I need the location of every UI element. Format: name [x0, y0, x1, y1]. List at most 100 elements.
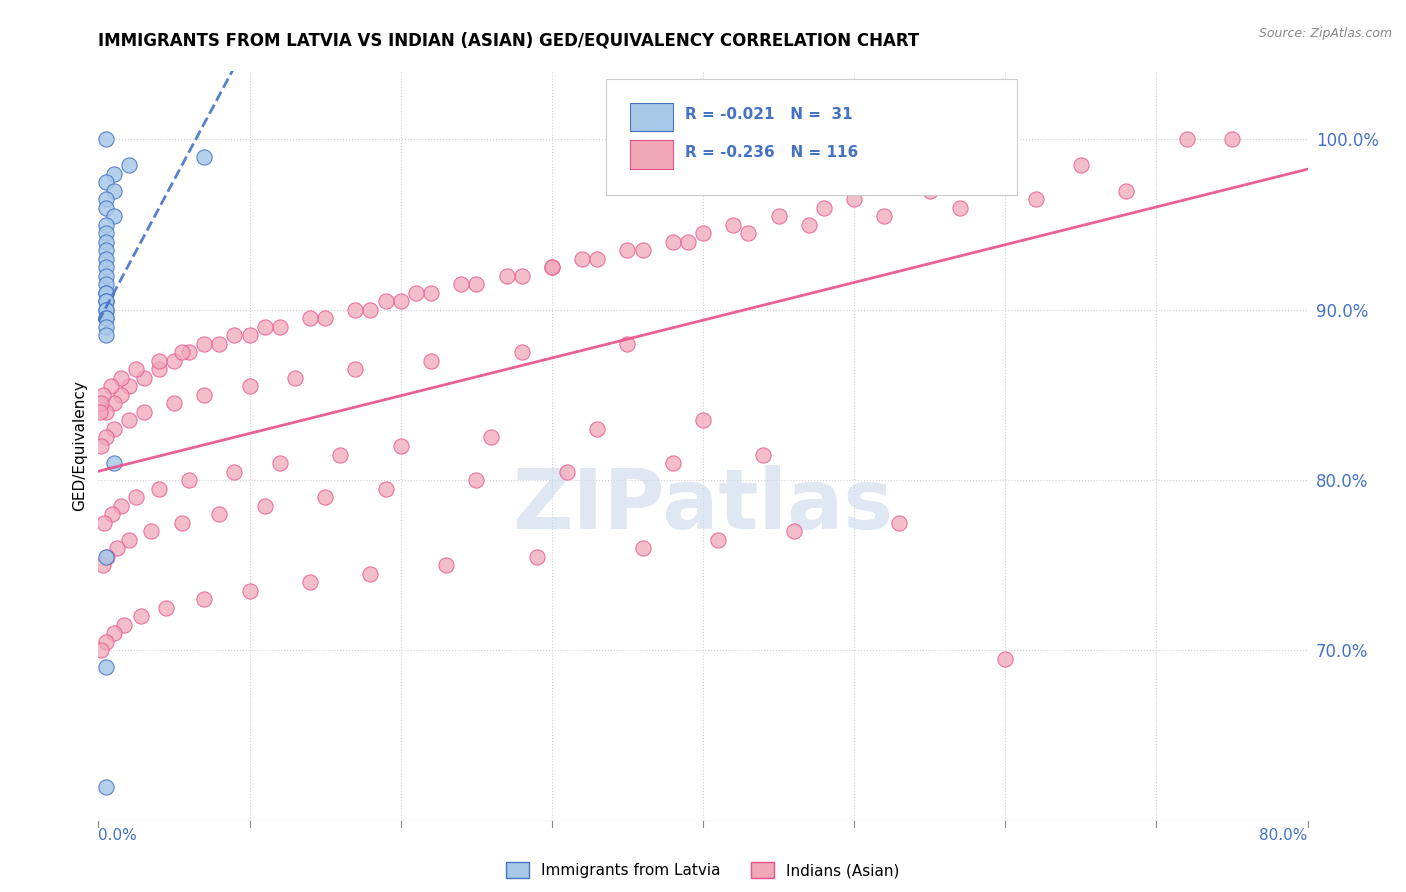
Point: [208, 507, 231, 521]
Point: [571, 252, 593, 266]
Point: [661, 235, 683, 249]
Point: [889, 516, 911, 530]
Point: [692, 413, 714, 427]
Bar: [630, 140, 672, 169]
Point: [1115, 184, 1137, 198]
Point: [253, 499, 276, 513]
Point: [631, 243, 654, 257]
Point: [179, 345, 201, 359]
Point: [94, 635, 117, 649]
Point: [555, 465, 578, 479]
Point: [94, 132, 117, 146]
Point: [94, 235, 117, 249]
Point: [94, 268, 117, 283]
Point: [94, 294, 117, 309]
Point: [94, 201, 117, 215]
Point: [374, 294, 396, 309]
Point: [481, 430, 503, 444]
Point: [269, 456, 291, 470]
Point: [239, 328, 262, 343]
Point: [170, 516, 193, 530]
Point: [965, 175, 987, 189]
Point: [208, 336, 231, 351]
Point: [94, 311, 117, 326]
Point: [103, 209, 125, 223]
Point: [94, 302, 117, 317]
Text: Source: ZipAtlas.com: Source: ZipAtlas.com: [1258, 27, 1392, 40]
Point: [434, 558, 457, 573]
FancyBboxPatch shape: [606, 78, 1018, 195]
Point: [103, 456, 125, 470]
Point: [125, 490, 148, 504]
Point: [148, 354, 170, 368]
Text: ZIPatlas: ZIPatlas: [513, 466, 893, 547]
Point: [170, 345, 193, 359]
Point: [783, 524, 806, 538]
Bar: [630, 103, 672, 131]
Point: [450, 277, 472, 292]
Point: [797, 218, 820, 232]
Point: [299, 575, 322, 590]
Point: [586, 252, 609, 266]
Point: [103, 184, 125, 198]
Point: [253, 319, 276, 334]
Point: [389, 294, 412, 309]
Point: [813, 201, 835, 215]
Point: [94, 430, 117, 444]
Point: [110, 388, 132, 402]
Point: [692, 226, 714, 240]
Point: [239, 583, 262, 598]
Point: [1220, 132, 1243, 146]
Point: [737, 226, 759, 240]
Point: [540, 260, 562, 275]
Point: [193, 388, 215, 402]
Point: [94, 294, 117, 309]
Point: [96, 549, 118, 564]
Point: [101, 507, 124, 521]
Point: [155, 600, 177, 615]
Point: [94, 260, 117, 275]
Point: [661, 456, 683, 470]
Point: [752, 448, 775, 462]
Point: [90, 396, 112, 410]
Point: [179, 473, 201, 487]
Point: [616, 243, 638, 257]
Point: [1175, 132, 1198, 146]
Point: [118, 158, 141, 172]
Point: [510, 345, 533, 359]
Point: [616, 336, 638, 351]
Point: [405, 285, 427, 300]
Point: [94, 780, 117, 794]
Point: [224, 328, 246, 343]
Text: R = -0.236   N = 116: R = -0.236 N = 116: [685, 145, 858, 160]
Point: [129, 609, 152, 624]
Point: [105, 541, 128, 556]
Point: [344, 302, 367, 317]
Point: [141, 524, 163, 538]
Point: [949, 201, 972, 215]
Point: [90, 643, 112, 657]
Point: [1024, 192, 1046, 206]
Point: [118, 413, 141, 427]
Text: IMMIGRANTS FROM LATVIA VS INDIAN (ASIAN) GED/EQUIVALENCY CORRELATION CHART: IMMIGRANTS FROM LATVIA VS INDIAN (ASIAN)…: [98, 31, 920, 49]
Point: [844, 192, 866, 206]
Point: [344, 362, 367, 376]
Point: [631, 541, 654, 556]
Point: [495, 268, 517, 283]
Legend: Immigrants from Latvia, Indians (Asian): Immigrants from Latvia, Indians (Asian): [501, 856, 905, 884]
Point: [768, 209, 790, 223]
Point: [89, 405, 111, 419]
Point: [918, 184, 941, 198]
Point: [465, 277, 488, 292]
Point: [360, 566, 382, 581]
Point: [94, 243, 117, 257]
Point: [284, 371, 307, 385]
Point: [90, 439, 112, 453]
Point: [94, 328, 117, 343]
Point: [94, 549, 117, 564]
Point: [118, 379, 141, 393]
Point: [94, 405, 117, 419]
Point: [94, 277, 117, 292]
Point: [707, 533, 730, 547]
Point: [374, 482, 396, 496]
